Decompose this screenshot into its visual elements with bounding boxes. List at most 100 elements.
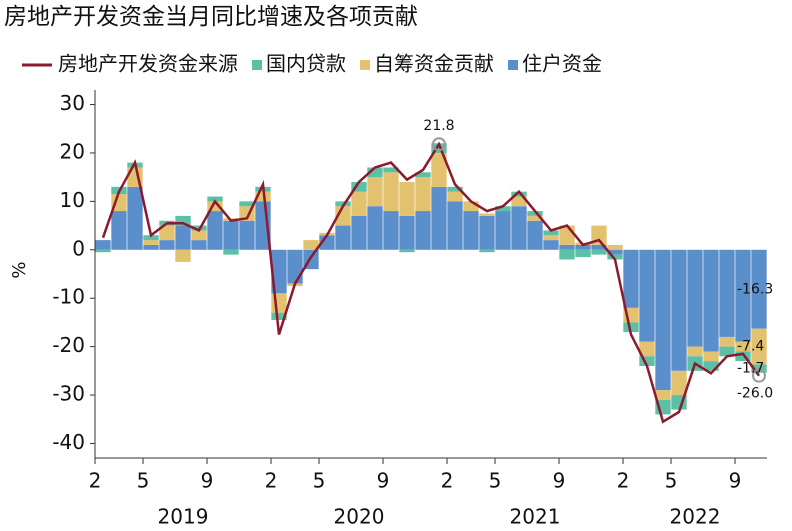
bar — [655, 249, 671, 391]
bar — [543, 230, 559, 236]
bar — [447, 186, 463, 192]
legend-swatch — [252, 60, 262, 70]
bar — [591, 249, 607, 255]
bar — [431, 152, 447, 187]
bar — [543, 235, 559, 241]
bar — [143, 244, 159, 250]
bar — [463, 201, 479, 212]
bar — [479, 215, 495, 250]
x-tick-label: 5 — [665, 469, 678, 493]
legend-label: 房地产开发资金来源 — [58, 52, 238, 76]
bar — [175, 225, 191, 250]
bar — [399, 215, 415, 250]
bar — [143, 240, 159, 245]
bar — [639, 341, 655, 357]
bar — [95, 249, 111, 253]
bar — [735, 249, 751, 342]
bar — [255, 191, 271, 202]
y-tick-label: 30 — [60, 91, 85, 115]
bar — [575, 244, 591, 250]
year-label: 2021 — [510, 505, 561, 529]
bar — [223, 249, 239, 255]
bar — [495, 211, 511, 250]
year-label: 2019 — [158, 505, 209, 529]
legend-swatch — [508, 60, 518, 70]
bar — [335, 225, 351, 250]
bar — [335, 201, 351, 207]
bar — [415, 177, 431, 212]
bar — [527, 220, 543, 250]
bar — [287, 249, 303, 284]
bar — [671, 249, 687, 371]
bar — [383, 167, 399, 173]
bar — [751, 328, 767, 365]
bar — [367, 177, 383, 207]
y-tick-label: -40 — [52, 430, 85, 454]
x-tick-label: 2 — [89, 469, 102, 493]
bar — [159, 240, 175, 250]
highlight-circle — [752, 368, 766, 383]
bar — [575, 249, 591, 258]
bar — [591, 244, 607, 250]
bar — [303, 240, 319, 250]
bar — [207, 201, 223, 212]
bar — [447, 191, 463, 202]
bar — [543, 240, 559, 250]
bar — [607, 244, 623, 250]
highlight-circle — [432, 137, 446, 152]
bar — [703, 361, 719, 371]
bar — [399, 249, 415, 253]
bar — [383, 172, 399, 212]
y-tick-label: 20 — [60, 139, 85, 163]
bar — [223, 220, 239, 250]
bar — [527, 215, 543, 221]
bar — [511, 206, 527, 250]
bar — [111, 211, 127, 250]
bar — [623, 322, 639, 333]
bar — [271, 312, 287, 320]
bar — [607, 249, 623, 255]
bar — [191, 230, 207, 241]
bar — [687, 346, 703, 357]
y-tick-label: -30 — [52, 382, 85, 406]
legend-label: 自筹资金贡献 — [374, 52, 494, 76]
bar — [175, 215, 191, 226]
year-label: 2020 — [334, 505, 385, 529]
bar — [655, 390, 671, 400]
bar — [751, 364, 767, 373]
bar — [399, 182, 415, 216]
bar — [351, 182, 367, 192]
bar — [127, 186, 143, 250]
bar — [719, 249, 735, 337]
bar — [415, 211, 431, 250]
data-label: 21.8 — [423, 118, 454, 134]
y-tick-label: 10 — [60, 188, 85, 212]
bar — [735, 341, 751, 352]
bar — [431, 186, 447, 250]
bar — [735, 351, 751, 362]
bar — [143, 235, 159, 241]
x-tick-label: 2 — [441, 469, 454, 493]
bar — [751, 249, 767, 329]
bar — [639, 249, 655, 342]
x-tick-label: 9 — [729, 469, 742, 493]
bar — [463, 211, 479, 250]
x-tick-label: 2 — [617, 469, 630, 493]
y-tick-label: 0 — [72, 236, 85, 260]
x-tick-label: 5 — [137, 469, 150, 493]
bar — [607, 254, 623, 260]
bar — [687, 249, 703, 347]
legend-label: 国内贷款 — [266, 52, 346, 76]
bar — [719, 336, 735, 347]
year-label: 2022 — [670, 505, 721, 529]
bar — [383, 211, 399, 250]
x-tick-label: 5 — [313, 469, 326, 493]
x-tick-label: 9 — [201, 469, 214, 493]
data-label: -1.7 — [737, 361, 764, 377]
bar — [447, 201, 463, 250]
y-tick-label: -20 — [52, 333, 85, 357]
chart-title: 房地产开发资金当月同比增速及各项贡献 — [4, 4, 418, 30]
bar — [351, 191, 367, 216]
data-label: -7.4 — [737, 339, 764, 355]
bar — [239, 201, 255, 207]
